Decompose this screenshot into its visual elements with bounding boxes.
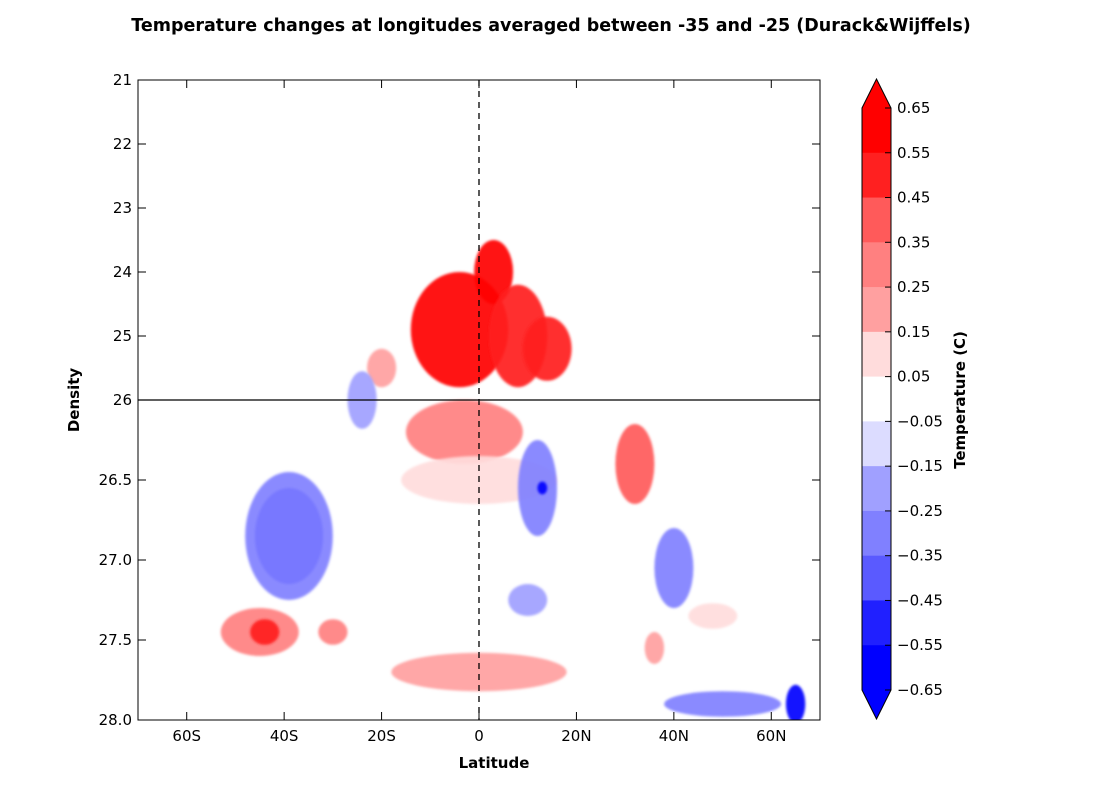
temperature-region [318, 619, 348, 645]
y-tick-label: 27.5 [99, 631, 132, 649]
colorbar-segment [862, 376, 891, 422]
colorbar-over-extension [862, 79, 891, 108]
temperature-region [474, 240, 514, 304]
colorbar-segment [862, 152, 891, 199]
temperature-region [405, 400, 523, 464]
y-axis-label: Density [65, 368, 83, 433]
x-axis-ticks: 60S 40S 20S 0 20N 40N 60N [172, 80, 786, 745]
colorbar-tick-label: −0.25 [897, 502, 943, 520]
colorbar-segment [862, 331, 891, 378]
colorbar-segment [862, 466, 891, 512]
y-tick-label: 28.0 [99, 711, 132, 729]
y-axis-ticks: 21 22 23 24 25 26 26.5 27.0 27.5 28.0 [99, 71, 820, 729]
x-tick-label: 20S [367, 727, 396, 745]
colorbar-segment [862, 600, 891, 646]
colorbar-segment [862, 645, 891, 691]
colorbar-tick-label: 0.45 [897, 189, 930, 207]
x-tick-label: 60S [172, 727, 201, 745]
colorbar-segment [862, 510, 891, 557]
y-tick-label: 26 [113, 391, 132, 409]
colorbar-segment [862, 242, 891, 288]
temperature-region [615, 424, 655, 504]
temperature-region [537, 481, 548, 495]
colorbar-segment [862, 108, 891, 154]
colorbar-tick-label: 0.05 [897, 368, 930, 386]
y-tick-label: 22 [113, 135, 132, 153]
colorbar-tick-label: −0.35 [897, 547, 943, 565]
temperature-region [522, 316, 572, 381]
colorbar-tick-label: −0.45 [897, 591, 943, 609]
x-tick-label: 0 [474, 727, 484, 745]
temperature-region [644, 632, 665, 664]
temperature-field [220, 240, 806, 720]
colorbar: 0.65 0.55 0.45 0.35 0.25 0.15 0.05 −0.05 −0.15 −0… [861, 77, 943, 721]
colorbar-under-extension [862, 690, 891, 719]
y-tick-label: 26.5 [99, 471, 132, 489]
temperature-region [688, 603, 738, 629]
y-tick-label: 27.0 [99, 551, 132, 569]
x-tick-label: 40N [659, 727, 689, 745]
colorbar-tick-label: 0.15 [897, 323, 930, 341]
colorbar-segment [862, 421, 891, 467]
colorbar-segment [862, 555, 891, 602]
temperature-region [391, 652, 567, 692]
colorbar-tick-label: −0.15 [897, 457, 943, 475]
temperature-region [654, 528, 694, 608]
y-tick-label: 24 [113, 263, 132, 281]
colorbar-tick-label: 0.35 [897, 233, 930, 251]
colorbar-tick-label: −0.05 [897, 412, 943, 430]
y-tick-label: 23 [113, 199, 132, 217]
temperature-region [245, 472, 333, 600]
y-tick-label: 21 [113, 71, 132, 89]
colorbar-tick-label: 0.25 [897, 278, 930, 296]
colorbar-tick-label: 0.55 [897, 144, 930, 162]
temperature-region [664, 691, 782, 717]
temperature-region [410, 272, 509, 388]
colorbar-label: Temperature (C) [951, 331, 969, 469]
x-axis-label: Latitude [459, 754, 530, 772]
chart-title: Temperature changes at longitudes averag… [131, 16, 971, 36]
y-tick-label: 25 [113, 327, 132, 345]
temperature-region [367, 348, 397, 388]
colorbar-tick-label: 0.65 [897, 99, 930, 117]
colorbar-tick-label: −0.65 [897, 681, 943, 699]
plot-area [137, 79, 821, 721]
x-tick-label: 20N [561, 727, 591, 745]
x-tick-label: 60N [756, 727, 786, 745]
colorbar-tick-label: −0.55 [897, 636, 943, 654]
temperature-region [785, 684, 806, 720]
temperature-region [508, 584, 548, 616]
colorbar-segment [862, 197, 891, 243]
temperature-region [250, 619, 280, 645]
x-tick-label: 40S [270, 727, 299, 745]
colorbar-segment [862, 287, 891, 333]
